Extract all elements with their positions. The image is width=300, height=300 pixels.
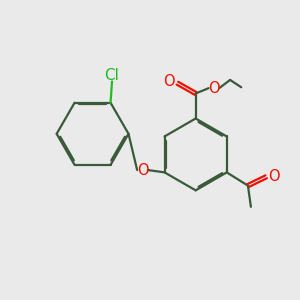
- Text: Cl: Cl: [105, 68, 119, 82]
- Text: O: O: [208, 81, 220, 96]
- Text: O: O: [136, 163, 148, 178]
- Text: O: O: [268, 169, 279, 184]
- Text: O: O: [163, 74, 175, 89]
